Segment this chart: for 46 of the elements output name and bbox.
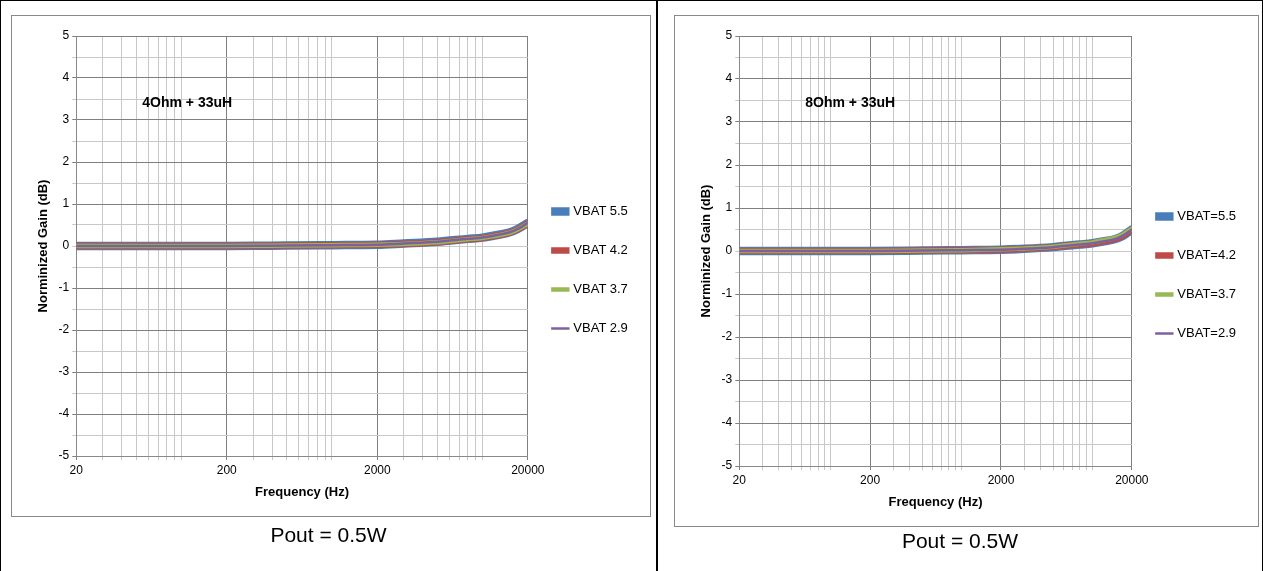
x-tick-label: 20000: [511, 462, 545, 477]
legend-label: VBAT=5.5: [1177, 208, 1236, 224]
legend-label: VBAT=2.9: [1177, 325, 1236, 341]
legend-label: VBAT=4.2: [1177, 247, 1236, 263]
y-tick-label: -2: [58, 322, 70, 337]
y-tick-label: -2: [721, 329, 733, 344]
legend-label: VBAT 3.7: [573, 281, 628, 297]
x-tick-label: 2000: [363, 462, 391, 477]
legend-label: VBAT 5.5: [573, 203, 628, 219]
y-tick-label: 3: [62, 112, 70, 127]
y-tick-label: 5: [62, 28, 70, 43]
y-tick-label: 0: [725, 243, 733, 258]
y-axis-title: Norminized Gain (dB): [698, 184, 714, 318]
y-tick-label: 2: [725, 157, 733, 172]
y-tick-label: -1: [721, 286, 733, 301]
x-tick-label: 2000: [987, 472, 1015, 487]
text: Pout = 0.5W: [900, 529, 1020, 553]
x-tick-label: 200: [860, 472, 881, 487]
y-tick-label: 5: [725, 28, 733, 43]
annotation: 8Ohm + 33uH: [805, 93, 896, 110]
x-axis-title: Frequency (Hz): [888, 493, 983, 509]
y-tick-label: 1: [725, 200, 733, 215]
y-tick-label: -4: [721, 415, 733, 430]
y-axis-title: Norminized Gain (dB): [35, 179, 51, 313]
annotation: 4Ohm + 33uH: [142, 93, 233, 110]
x-tick-label: 20: [732, 472, 747, 487]
y-tick-label: -3: [58, 364, 70, 379]
y-tick-label: 3: [725, 114, 733, 129]
x-tick-label: 20: [69, 462, 84, 477]
y-tick-label: -5: [721, 458, 733, 473]
legend-label: VBAT=3.7: [1177, 286, 1236, 302]
x-axis-title: Frequency (Hz): [255, 483, 349, 499]
x-tick-label: 200: [216, 462, 238, 477]
text: Pout = 0.5W: [269, 523, 388, 547]
legend-label: VBAT 4.2: [573, 242, 628, 258]
y-tick-label: 0: [62, 238, 70, 253]
legend-label: VBAT 2.9: [573, 320, 628, 336]
y-tick-label: -1: [58, 280, 70, 295]
y-tick-label: -4: [58, 406, 70, 421]
y-tick-label: 1: [62, 196, 70, 211]
y-tick-label: 4: [725, 71, 733, 86]
y-tick-label: 4: [62, 70, 70, 85]
x-tick-label: 20000: [1115, 472, 1149, 487]
y-tick-label: -5: [58, 448, 70, 463]
y-tick-label: 2: [62, 154, 70, 169]
y-tick-label: -3: [721, 372, 733, 387]
